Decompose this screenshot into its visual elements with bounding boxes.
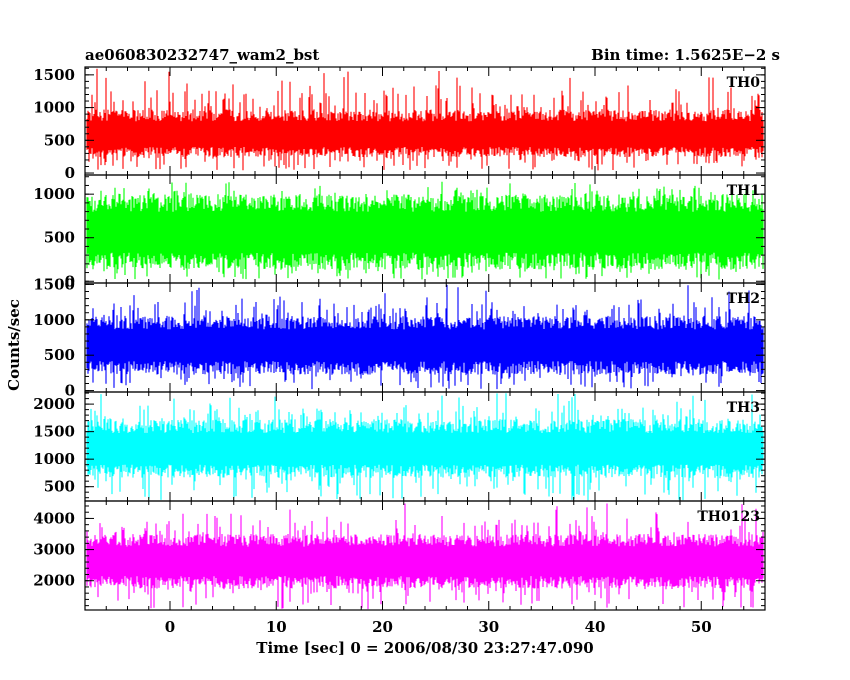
y-tick-label: 3000 (33, 541, 75, 559)
panel-th3: 500 1000 1500 2000 TH3 (33, 391, 766, 502)
x-tick-label: 20 (372, 618, 393, 636)
y-tick-label: 1500 (33, 66, 75, 84)
x-tick-label: 10 (266, 618, 287, 636)
panel-th2: 0 500 1000 1500 TH2 (33, 275, 766, 400)
x-tick-label: 0 (165, 618, 175, 636)
y-tick-label: 0 (65, 164, 75, 182)
x-tick-label: 30 (478, 618, 499, 636)
y-tick-label: 500 (44, 478, 75, 496)
panels-group: 0 500 1000 1500 TH0 0 500 1000 TH1 0 500 1000 1500 TH… (33, 66, 766, 611)
panel-th0123: 2000 3000 4000 TH0123 (33, 500, 766, 611)
y-tick-label: 1500 (33, 275, 75, 293)
y-tick-label: 2000 (33, 395, 75, 413)
y-tick-label: 1000 (33, 450, 75, 468)
panel-label: TH1 (727, 183, 760, 199)
series-th2 (86, 284, 764, 390)
y-tick-label: 0 (65, 382, 75, 400)
y-tick-label: 2000 (33, 572, 75, 590)
panel-label: TH0 (727, 75, 761, 91)
series-th3 (86, 393, 764, 501)
x-axis-label: Time [sec] 0 = 2006/08/30 23:27:47.090 (256, 639, 593, 657)
bin-time-label: Bin time: 1.5625E−2 s (591, 46, 780, 64)
x-tick-label: 50 (691, 618, 712, 636)
chart-title: ae060830232747_wam2_bst (85, 46, 319, 64)
panel-th0: 0 500 1000 1500 TH0 (33, 66, 766, 182)
y-tick-label: 4000 (33, 509, 75, 527)
y-tick-label: 1500 (33, 423, 75, 441)
series-th1 (86, 181, 764, 280)
x-axis: 0 10 20 30 40 50 (165, 618, 712, 636)
y-tick-label: 1000 (33, 311, 75, 329)
y-tick-label: 0 (65, 272, 75, 290)
y-tick-label: 1000 (33, 185, 75, 203)
x-tick-label: 40 (585, 618, 606, 636)
panel-th1: 0 500 1000 TH1 (33, 174, 766, 290)
panel-label: TH2 (727, 291, 760, 307)
y-tick-label: 1000 (33, 99, 75, 117)
y-axis-label: Counts/sec (5, 299, 23, 391)
panel-label: TH0123 (697, 509, 760, 525)
y-tick-label: 500 (44, 346, 75, 364)
series-th0123 (86, 503, 764, 610)
y-tick-label: 500 (44, 229, 75, 247)
y-tick-label: 500 (44, 131, 75, 149)
series-th0 (86, 68, 764, 171)
panel-label: TH3 (727, 400, 760, 416)
